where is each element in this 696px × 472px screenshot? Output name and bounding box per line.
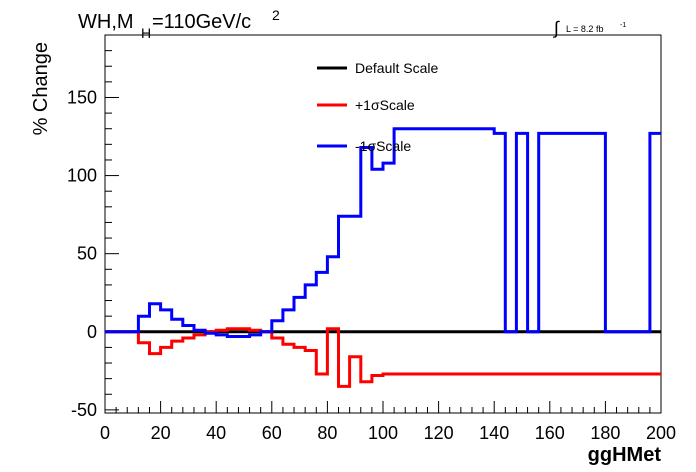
legend-label: Default Scale xyxy=(355,60,438,76)
legend: Default Scale +1σScale -1σScale xyxy=(317,60,438,154)
x-tick-label: 200 xyxy=(646,423,676,443)
x-tick-label: 0 xyxy=(100,423,110,443)
x-tick-label: 80 xyxy=(317,423,337,443)
legend-label: -1σScale xyxy=(355,138,411,154)
x-tick-label: 100 xyxy=(368,423,398,443)
series-layer xyxy=(105,127,661,388)
x-tick-label: 60 xyxy=(262,423,282,443)
luminosity-integral: ∫ xyxy=(552,18,560,38)
luminosity-sup: -1 xyxy=(620,22,626,29)
chart-title-main: WH,M xyxy=(78,11,134,33)
y-tick-label: 0 xyxy=(87,322,97,342)
luminosity-text: L = 8.2 fb xyxy=(566,24,603,34)
y-tick-label: -50 xyxy=(71,400,97,420)
x-tick-label: 40 xyxy=(206,423,226,443)
x-axis: 0 20 40 60 80 100 120 140 160 180 200 xyxy=(100,401,676,443)
chart-title-sup: 2 xyxy=(272,7,280,23)
x-tick-label: 180 xyxy=(590,423,620,443)
x-axis-label: ggHMet xyxy=(588,444,662,466)
legend-label: +1σScale xyxy=(355,97,415,113)
x-tick-label: 160 xyxy=(535,423,565,443)
series-line-1 xyxy=(105,327,661,388)
y-tick-label: 150 xyxy=(67,87,97,107)
x-tick-label: 140 xyxy=(479,423,509,443)
x-tick-label: 120 xyxy=(424,423,454,443)
y-axis-label: % Change xyxy=(30,42,52,135)
chart-title-sub: H xyxy=(141,25,151,41)
series-line-2 xyxy=(105,127,661,338)
y-axis: -50 0 50 100 150 xyxy=(67,34,119,420)
y-tick-label: 50 xyxy=(77,244,97,264)
plot-frame xyxy=(104,34,662,414)
chart-title-rest: =110GeV/c xyxy=(152,11,251,33)
x-tick-label: 20 xyxy=(151,423,171,443)
y-tick-label: 100 xyxy=(67,166,97,186)
